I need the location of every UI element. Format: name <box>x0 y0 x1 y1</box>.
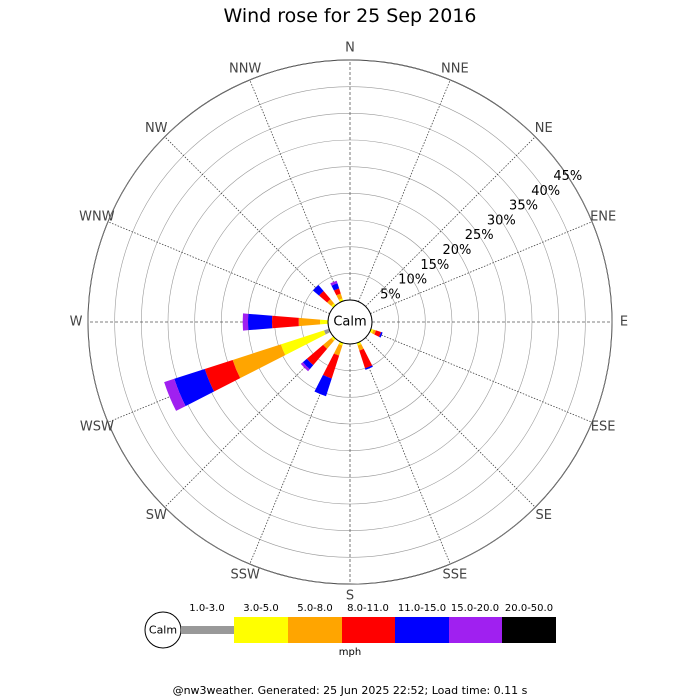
direction-label-ese: ESE <box>591 419 616 434</box>
radial-tick-label: 35% <box>509 199 538 214</box>
legend: Calm 1.0-3.0 3.0-5.0 5.0-8.0 8.0-11.0 11.0-15… <box>144 603 556 658</box>
petal-nw-bin-4 <box>312 284 324 296</box>
radial-tick-labels: 5%10%15%20%25%30%35%40%45% <box>380 169 582 303</box>
direction-label-wnw: WNW <box>79 210 115 225</box>
petal-nw-bin-1 <box>331 303 336 308</box>
legend-bin-label: 11.0-15.0 <box>398 603 446 614</box>
calm-circle <box>327 299 373 345</box>
petal-ssw-bin-2 <box>333 343 343 356</box>
radial-tick-label: 25% <box>465 228 494 243</box>
spoke-nw <box>164 136 335 307</box>
legend-bin-label: 3.0-5.0 <box>243 603 278 614</box>
direction-label-w: W <box>70 315 83 330</box>
petal-wsw-bin-3 <box>204 359 241 392</box>
petal-w-bin-5 <box>242 313 249 331</box>
radial-tick-label: 20% <box>443 243 472 258</box>
petal-ese-bin-3 <box>374 330 382 337</box>
legend-swatch-5 <box>449 617 502 643</box>
petal-sw-bin-2 <box>323 337 335 349</box>
radial-tick-label: 30% <box>487 213 516 228</box>
petal-wsw-bin-1 <box>280 330 326 356</box>
direction-label-s: S <box>346 589 354 604</box>
petal-nw-bin-3 <box>319 291 331 303</box>
petal-nnw-bin-3 <box>333 288 341 296</box>
direction-label-nne: NNE <box>441 61 469 76</box>
chart-title: Wind rose for 25 Sep 2016 <box>223 5 477 27</box>
legend-bin-label: 8.0-11.0 <box>347 603 389 614</box>
radial-ring <box>114 86 586 558</box>
petal-nnw-bin-4 <box>331 283 340 291</box>
legend-bin-label: 15.0-20.0 <box>451 603 499 614</box>
petal-wsw-bin-4 <box>174 368 215 407</box>
direction-labels: N NNE NE ENE E ESE SE SSE S SSW SW WSW W WNW NW NNW <box>70 41 629 604</box>
spoke-ene <box>370 221 593 314</box>
direction-label-nw: NW <box>145 121 168 136</box>
petal-w-bin-3 <box>272 315 299 329</box>
spoke-nnw <box>249 79 342 302</box>
spoke-ese <box>370 330 593 423</box>
petal-nnw-bin-2 <box>336 293 343 301</box>
radial-tick-label: 10% <box>398 273 427 288</box>
direction-label-wsw: WSW <box>80 419 114 434</box>
spoke-nne <box>358 79 451 302</box>
petal-wsw-bin-5 <box>164 378 186 411</box>
petal-nw-bin-2 <box>327 299 335 307</box>
petal-nnw-bin-5 <box>330 280 338 286</box>
radial-tick-label: 15% <box>420 258 449 273</box>
petal-sw-bin-1 <box>331 336 336 341</box>
direction-label-sw: SW <box>146 508 167 523</box>
legend-swatch-1 <box>234 617 288 643</box>
petal-w-bin-4 <box>248 313 273 331</box>
direction-label-ne: NE <box>535 121 553 136</box>
direction-label-e: E <box>620 315 628 330</box>
petal-sw-bin-3 <box>306 344 328 366</box>
petal-sse-bin-3 <box>359 348 373 369</box>
legend-calm-label: Calm <box>149 624 177 637</box>
spoke-ne <box>365 136 536 307</box>
spoke-sse <box>358 342 451 565</box>
legend-bin-label: 5.0-8.0 <box>297 603 332 614</box>
radial-tick-label: 5% <box>380 287 401 302</box>
legend-bin-label: 20.0-50.0 <box>505 603 553 614</box>
direction-label-ene: ENE <box>590 210 616 225</box>
wind-rose-petals <box>164 280 383 411</box>
direction-label-se: SE <box>536 508 552 523</box>
calm-label: Calm <box>333 315 366 330</box>
direction-label-ssw: SSW <box>230 568 260 583</box>
direction-label-nnw: NNW <box>229 61 261 76</box>
petal-sw-bin-4 <box>302 358 314 370</box>
legend-swatch-6 <box>502 617 556 643</box>
petal-ssw-bin-4 <box>314 374 332 397</box>
petal-wsw-bin-2 <box>232 344 286 379</box>
legend-bin-label: 1.0-3.0 <box>189 603 224 614</box>
petal-w-bin-1 <box>320 319 329 325</box>
petal-w-bin-2 <box>298 317 321 327</box>
petal-ese-bin-2 <box>371 329 377 335</box>
legend-swatch-4 <box>395 617 449 643</box>
petal-sw-bin-5 <box>300 362 310 372</box>
direction-label-n: N <box>345 41 355 56</box>
direction-label-sse: SSE <box>442 568 467 583</box>
radial-tick-label: 45% <box>553 169 582 184</box>
legend-swatch-3 <box>342 617 395 643</box>
petal-sse-bin-2 <box>357 343 364 351</box>
petal-sse-bin-4 <box>364 365 373 370</box>
radial-tick-label: 40% <box>531 184 560 199</box>
footer-text: @nw3weather. Generated: 25 Jun 2025 22:5… <box>172 684 528 697</box>
legend-swatch-2 <box>288 617 342 643</box>
legend-swatch-0 <box>181 626 234 634</box>
spoke-se <box>365 337 536 508</box>
legend-unit-label: mph <box>339 647 361 658</box>
petal-ese-bin-4 <box>379 332 383 338</box>
radial-ring <box>194 166 506 478</box>
spoke-wnw <box>107 221 330 314</box>
calm-center: Calm <box>327 299 373 345</box>
radial-ring <box>87 59 613 585</box>
petal-wsw-bin-0 <box>323 328 331 335</box>
petal-ssw-bin-3 <box>322 353 340 379</box>
